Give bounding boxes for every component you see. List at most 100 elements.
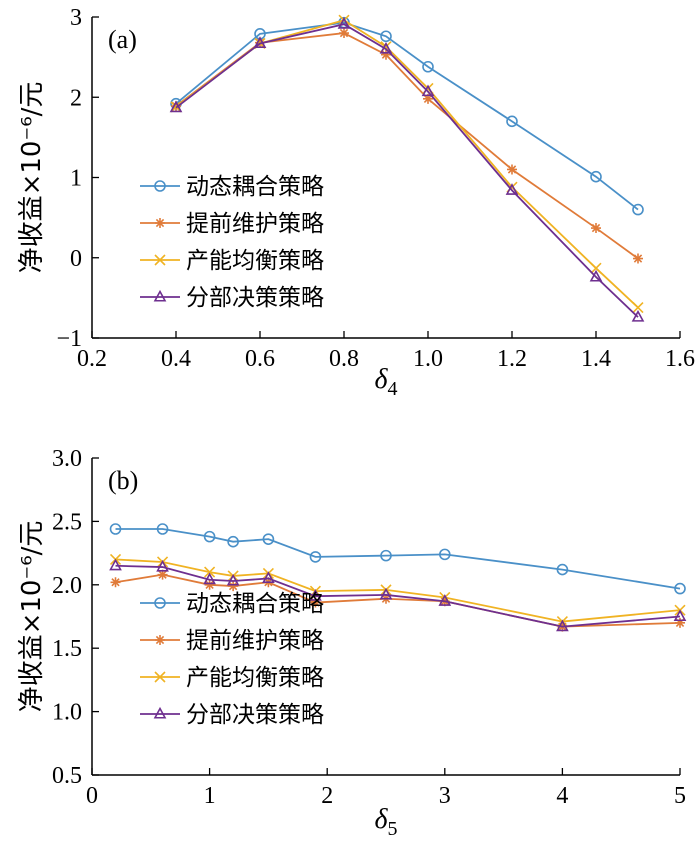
y-tick-label: 1.0 [52, 700, 82, 726]
legend-label: 产能均衡策略 [186, 248, 324, 274]
x-tick-label: 1 [204, 783, 216, 809]
legend-label: 产能均衡策略 [186, 665, 324, 691]
legend-label: 提前维护策略 [186, 211, 324, 237]
x-axis-label: δ4 [374, 364, 397, 400]
marker-circle [632, 203, 644, 216]
marker-x [632, 301, 644, 314]
marker-triangle [109, 558, 122, 571]
y-tick-label: 1.5 [52, 636, 82, 662]
marker-asterisk [381, 49, 391, 60]
series-line [175, 21, 639, 211]
x-tick-label: 1.2 [497, 346, 527, 372]
y-axis-label: 净收益×10⁻⁶/元 [17, 82, 47, 274]
series-line [115, 558, 681, 623]
y-tick-label: 2 [70, 85, 82, 111]
y-tick-label: −1 [56, 326, 82, 352]
y-tick-label: 0 [70, 246, 82, 272]
legend-label: 分部决策策略 [186, 285, 324, 311]
y-tick-label: 2.5 [52, 509, 82, 535]
marker-triangle [438, 594, 452, 606]
marker-asterisk [633, 253, 643, 264]
marker-asterisk [204, 579, 215, 590]
marker-triangle [631, 309, 645, 322]
x-axis-label: δ5 [374, 804, 397, 840]
x-tick-label: 5 [674, 783, 686, 809]
x-axis-label-subscript: 4 [388, 378, 398, 400]
series-3 [109, 558, 687, 632]
x-tick-label: 0.2 [77, 346, 107, 372]
legend-label: 分部决策策略 [186, 702, 324, 728]
marker-circle [156, 523, 169, 535]
marker-triangle [156, 559, 169, 572]
marker-triangle [153, 289, 167, 302]
marker-triangle [673, 609, 687, 622]
marker-triangle [203, 572, 216, 585]
panel-label: (b) [108, 466, 138, 495]
series-0 [109, 523, 686, 595]
marker-triangle [556, 619, 569, 632]
x-tick-label: 0.8 [329, 346, 359, 372]
series-3 [169, 17, 645, 322]
marker-asterisk [675, 617, 685, 628]
marker-asterisk [155, 635, 165, 645]
marker-circle [154, 597, 166, 609]
marker-triangle [379, 587, 393, 600]
marker-circle [203, 530, 216, 543]
marker-circle [309, 551, 322, 563]
marker-x [590, 262, 602, 274]
marker-asterisk [155, 218, 165, 228]
marker-circle [674, 582, 686, 595]
marker-asterisk [507, 164, 517, 175]
y-tick-label: 3.0 [52, 446, 82, 472]
marker-circle [154, 180, 166, 192]
x-tick-label: 3 [439, 783, 451, 809]
x-tick-label: 1.4 [581, 346, 611, 372]
x-axis-label-symbol: δ [374, 804, 388, 835]
marker-circle [590, 170, 602, 183]
chart-panel-b: 0 1 2 3 4 50.51.01.52.02.53.0(b)净收益×10⁻⁶/元δ5动… [17, 446, 687, 840]
marker-triangle [253, 36, 267, 49]
marker-x [154, 254, 166, 266]
legend-label: 动态耦合策略 [186, 591, 324, 617]
marker-triangle [226, 573, 240, 586]
marker-asterisk [110, 577, 121, 588]
marker-triangle [169, 100, 183, 113]
marker-triangle [337, 17, 351, 29]
marker-triangle [589, 269, 603, 282]
series-line [115, 528, 681, 590]
x-tick-label: 0.4 [161, 346, 191, 372]
marker-triangle [379, 41, 393, 54]
marker-circle [380, 30, 392, 43]
marker-asterisk [339, 28, 349, 39]
x-axis-label-subscript: 5 [388, 818, 398, 840]
marker-circle [109, 523, 122, 535]
marker-triangle [262, 571, 275, 584]
marker-x [204, 566, 216, 578]
marker-triangle [505, 183, 519, 195]
x-tick-label: 2 [321, 783, 333, 809]
marker-asterisk [310, 597, 321, 608]
legend-label: 动态耦合策略 [186, 174, 324, 200]
marker-triangle [309, 589, 322, 601]
y-tick-label: 1 [70, 166, 82, 192]
x-tick-label: 1.6 [665, 346, 695, 372]
marker-circle [438, 548, 451, 561]
x-tick-label: 4 [556, 783, 568, 809]
y-tick-label: 2.0 [52, 573, 82, 599]
y-tick-label: 0.5 [52, 763, 82, 789]
marker-triangle [153, 706, 167, 719]
chart-panel-a: 0.2 0.4 0.6 0.8 1.0 1.2 1.4 1.6 −1 0 1 2 3 (a) 净收益×10⁻… [17, 5, 695, 400]
marker-circle [380, 549, 392, 562]
x-tick-label: 0 [86, 783, 98, 809]
marker-asterisk [423, 93, 433, 104]
marker-asterisk [591, 223, 601, 234]
marker-circle [556, 563, 569, 576]
x-axis-label-symbol: δ [374, 364, 388, 395]
panel-label: (a) [108, 25, 137, 54]
marker-triangle [421, 84, 435, 97]
series-line [115, 564, 681, 628]
series-line [175, 23, 639, 318]
marker-asterisk [157, 569, 168, 580]
